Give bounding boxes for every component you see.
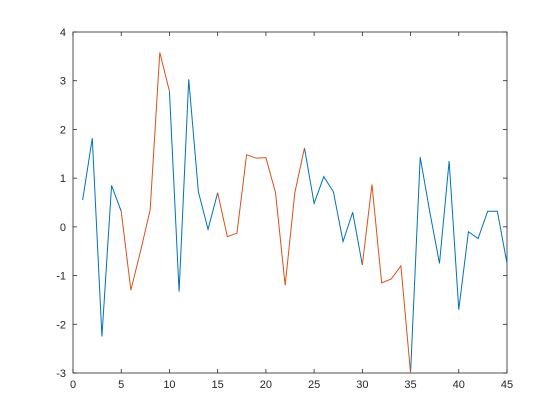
x-tick-label: 35 (404, 379, 416, 391)
y-tick-label: -3 (56, 368, 66, 380)
x-tick-label: 15 (212, 379, 224, 391)
y-tick-label: 0 (60, 222, 66, 234)
y-tick-label: -1 (56, 271, 66, 283)
x-tick-label: 5 (118, 379, 124, 391)
y-tick-label: -2 (56, 319, 66, 331)
x-tick-label: 0 (70, 379, 76, 391)
x-tick-label: 45 (501, 379, 513, 391)
x-tick-label: 25 (308, 379, 320, 391)
data-line (120, 52, 412, 374)
x-tick-label: 20 (260, 379, 272, 391)
x-tick-label: 10 (163, 379, 175, 391)
y-tick-label: 1 (60, 173, 66, 185)
y-tick-label: 4 (60, 27, 66, 39)
x-tick-label: 40 (453, 379, 465, 391)
plot-box (72, 31, 508, 374)
y-tick-label: 3 (60, 76, 66, 88)
y-tick-label: 2 (60, 124, 66, 136)
x-tick-label: 30 (356, 379, 368, 391)
data-line (82, 79, 508, 374)
